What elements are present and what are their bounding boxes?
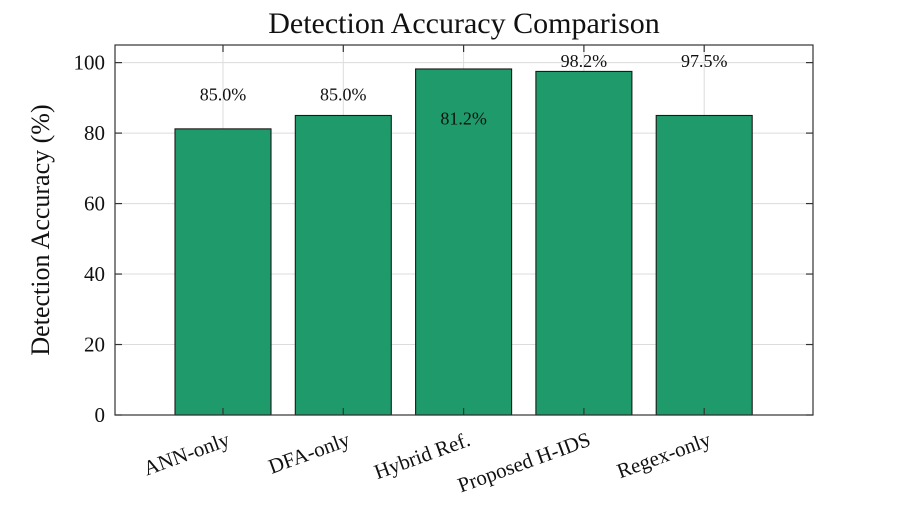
x-tick-label: Proposed H-IDS <box>454 427 593 497</box>
chart-title: Detection Accuracy Comparison <box>268 7 660 40</box>
bar-regex-only <box>655 114 753 416</box>
x-tick-label: ANN-only <box>140 427 233 480</box>
y-tick-label: 0 <box>95 403 106 427</box>
bar-hybrid-ref- <box>415 68 513 416</box>
data-label: 97.5% <box>681 51 728 71</box>
y-tick-label: 20 <box>84 333 105 357</box>
y-axis-label: Detection Accuracy (%) <box>26 104 55 355</box>
data-label: 98.2% <box>561 51 608 71</box>
data-label: 85.0% <box>200 85 247 105</box>
x-tick-label: Regex-only <box>614 427 715 483</box>
bar-ann-only <box>174 128 272 416</box>
y-tick-label: 40 <box>84 262 105 286</box>
data-label: 81.2% <box>440 108 487 128</box>
y-tick-label: 100 <box>74 51 106 75</box>
y-tick-label: 60 <box>84 192 105 216</box>
y-tick-label: 80 <box>84 121 105 145</box>
bar-proposed-h-ids <box>535 70 633 416</box>
x-tick-label: DFA-only <box>265 427 353 479</box>
data-label: 85.0% <box>320 85 367 105</box>
bar-dfa-only <box>294 114 392 416</box>
